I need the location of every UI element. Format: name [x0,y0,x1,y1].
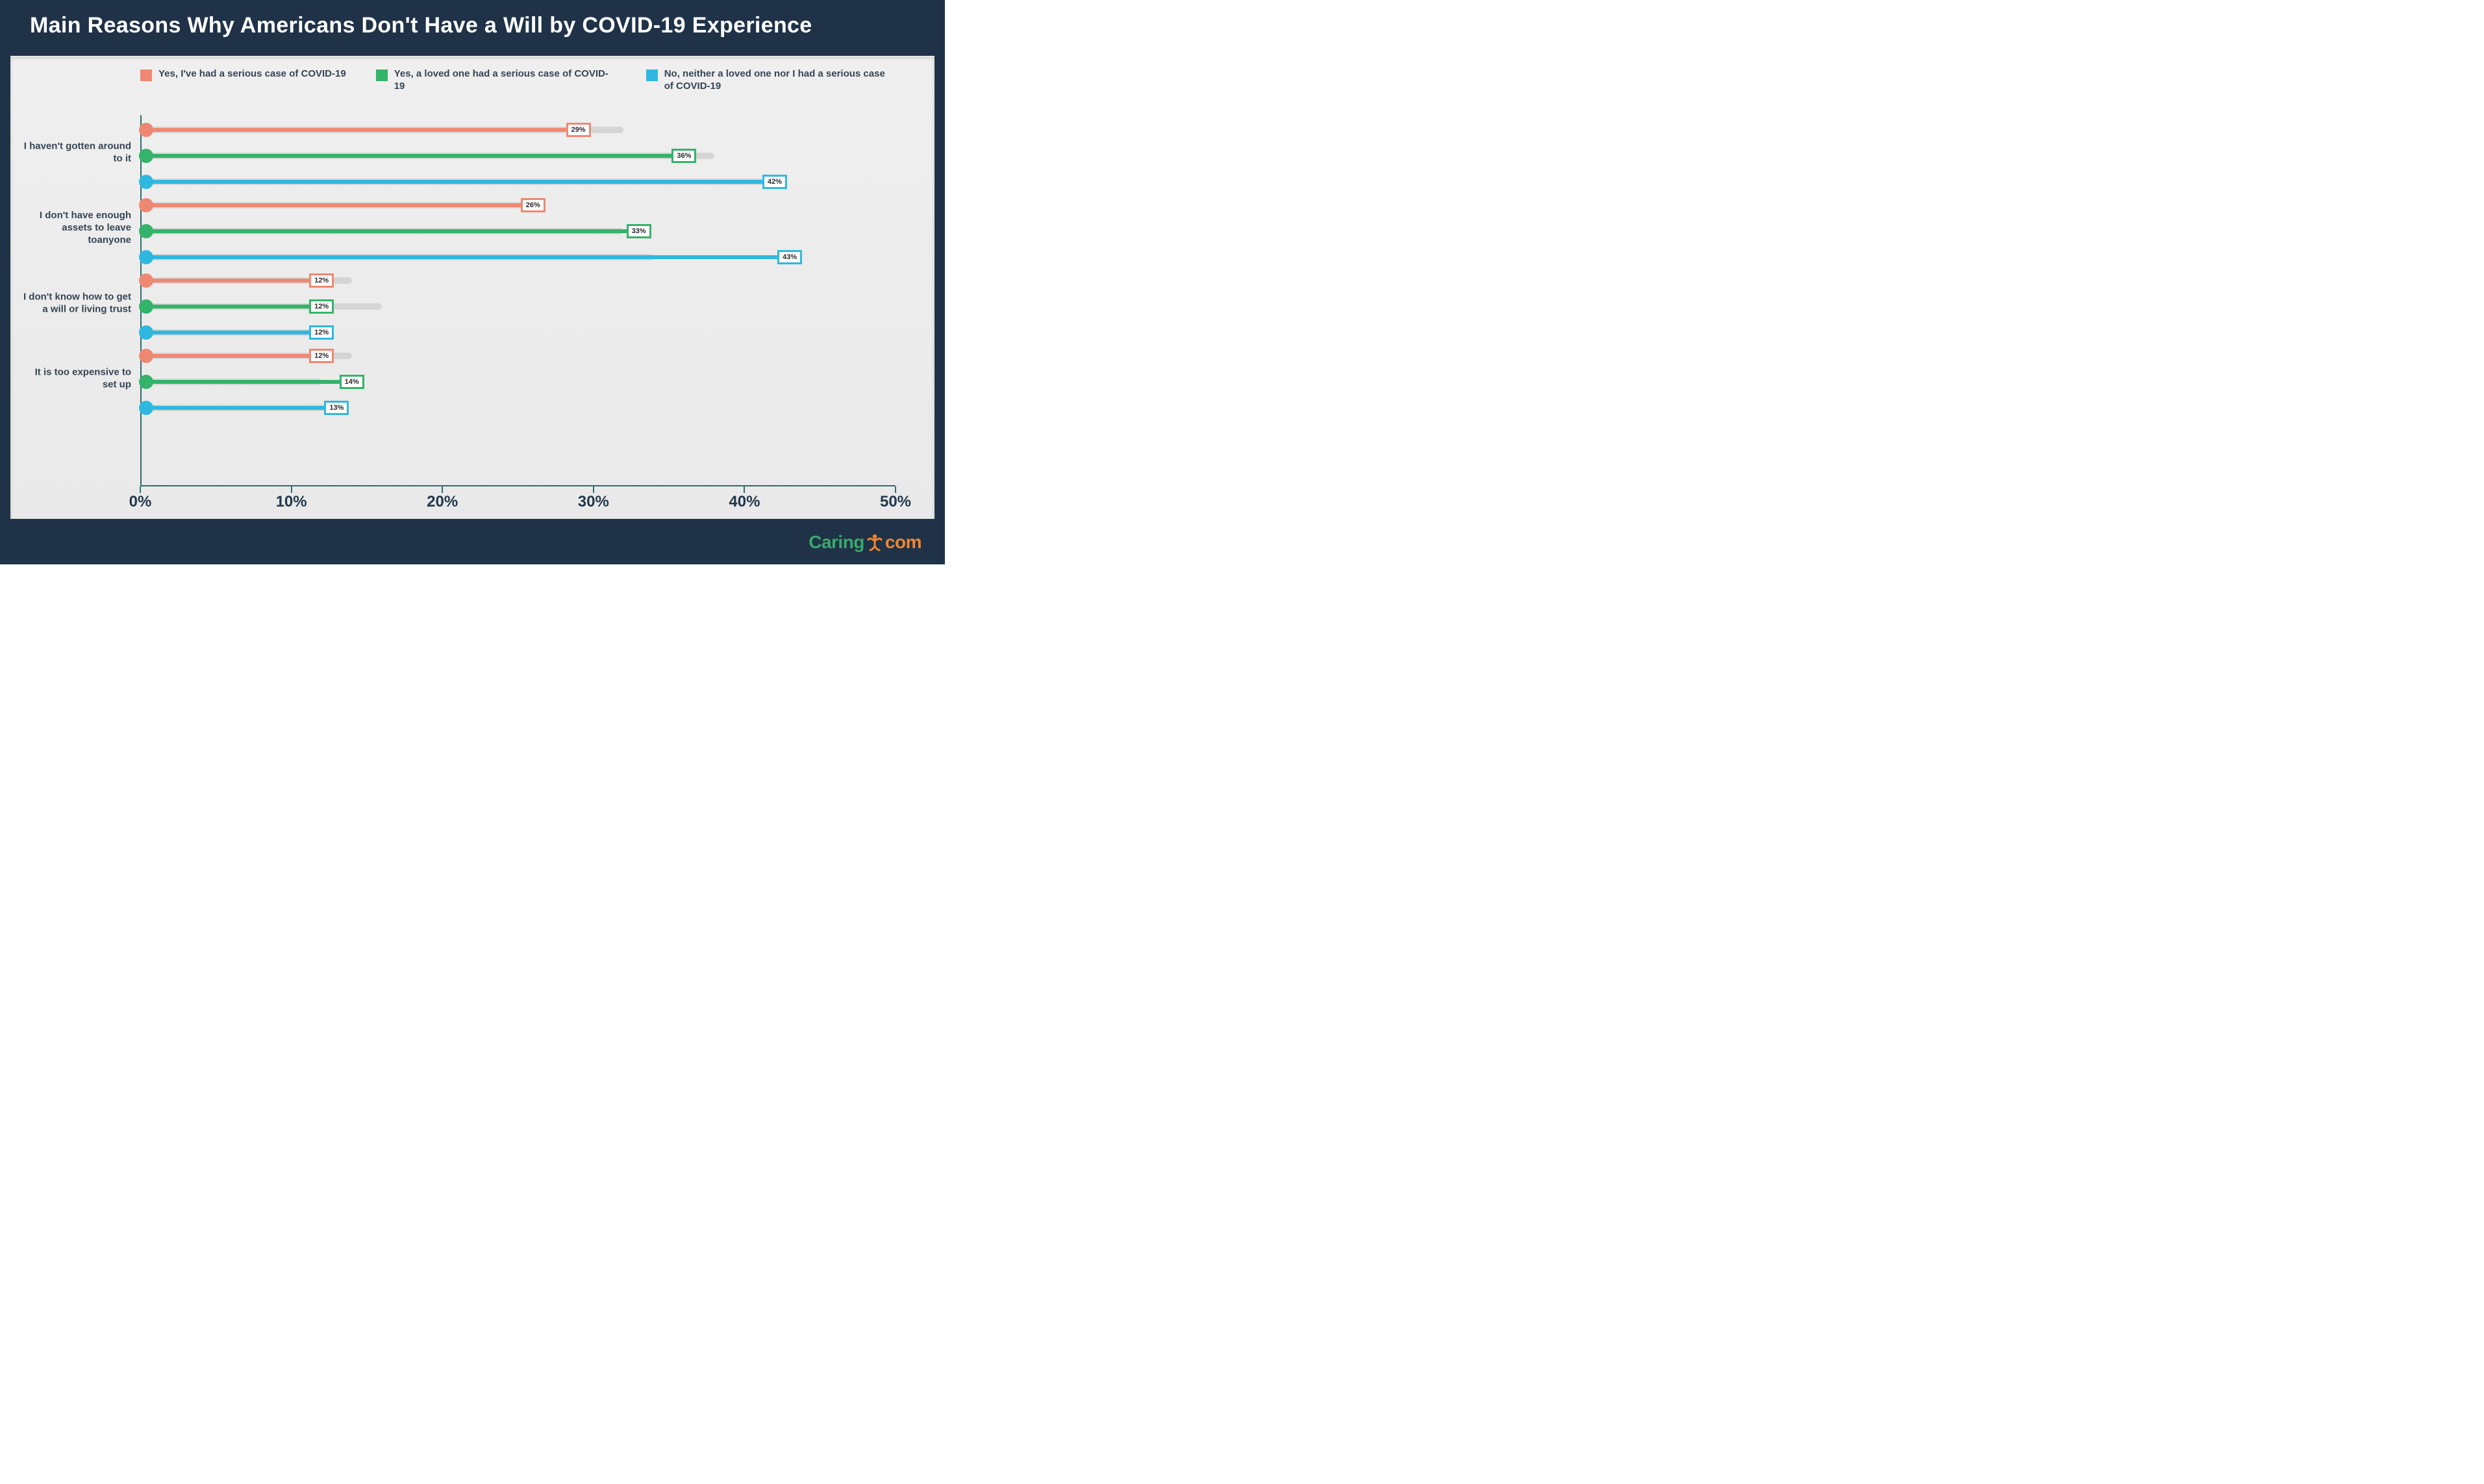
data-row: 12% [140,277,896,284]
legend-swatch [140,69,152,81]
value-badge: 12% [309,273,334,288]
data-row: 12% [140,329,896,336]
value-line [140,255,790,259]
origin-dot [139,375,153,389]
data-row: 33% [140,228,896,234]
legend-item: No, neither a loved one nor I had a seri… [646,68,886,93]
logo-text-com: com [885,532,922,553]
origin-dot [139,224,153,238]
x-tick-label: 40% [729,493,760,511]
data-row: 13% [140,405,896,411]
data-row: 26% [140,202,896,208]
x-tick-mark [593,486,594,493]
value-line [140,229,639,233]
origin-dot [139,149,153,163]
category-label: I don't know how to get a will or living… [21,291,131,316]
value-badge: 26% [521,198,546,212]
x-tick-mark [744,486,745,493]
value-badge: 13% [324,401,349,415]
data-row: 12% [140,353,896,359]
data-row: 14% [140,379,896,385]
person-icon [867,533,883,551]
x-tick-label: 50% [880,493,911,511]
category-label: I haven't gotten around to it [21,140,131,165]
origin-dot [139,198,153,212]
value-badge: 33% [627,224,651,238]
origin-dot [139,299,153,314]
chart-title: Main Reasons Why Americans Don't Have a … [30,13,915,38]
origin-dot [139,123,153,137]
value-line [140,279,321,283]
chart-area: 0%10%20%30%40%50%29%36%42%I haven't gott… [140,115,896,486]
origin-dot [139,250,153,264]
value-line [140,354,321,358]
category-label: I don't have enough assets to leave toan… [21,210,131,246]
brand-logo: Caring com [809,532,922,553]
legend-label: Yes, I've had a serious case of COVID-19 [158,68,346,81]
logo-text-caring: Caring [809,532,864,553]
value-badge: 36% [671,149,696,163]
infographic-root: Main Reasons Why Americans Don't Have a … [0,0,945,564]
data-row: 29% [140,127,896,133]
value-badge: 12% [309,299,334,314]
x-tick-mark [895,486,896,493]
value-badge: 43% [777,250,802,264]
x-tick-label: 10% [276,493,307,511]
x-tick-label: 0% [129,493,152,511]
origin-dot [139,401,153,415]
value-line [140,180,775,184]
category-label: It is too expensive to set up [21,366,131,391]
value-badge: 29% [566,123,591,137]
x-tick-mark [442,486,443,493]
origin-dot [139,349,153,363]
x-tick-label: 30% [578,493,609,511]
value-badge: 12% [309,325,334,340]
origin-dot [139,273,153,288]
legend: Yes, I've had a serious case of COVID-19… [140,68,896,93]
legend-item: Yes, a loved one had a serious case of C… [376,68,616,93]
value-line [140,331,321,334]
data-row: 43% [140,254,896,260]
x-axis-line [140,485,896,486]
legend-label: No, neither a loved one nor I had a seri… [664,68,886,93]
value-line [140,380,352,384]
legend-label: Yes, a loved one had a serious case of C… [394,68,616,93]
value-line [140,305,321,308]
legend-swatch [376,69,388,81]
value-line [140,128,579,132]
x-tick-label: 20% [427,493,458,511]
data-row: 12% [140,303,896,310]
value-badge: 12% [309,349,334,363]
legend-swatch [646,69,658,81]
x-tick-mark [291,486,292,493]
value-line [140,154,684,158]
value-line [140,203,533,207]
header-bar: Main Reasons Why Americans Don't Have a … [0,0,945,50]
value-line [140,406,336,410]
data-row: 42% [140,179,896,185]
value-badge: 14% [340,375,364,389]
origin-dot [139,325,153,340]
data-row: 36% [140,153,896,159]
plot-panel: Yes, I've had a serious case of COVID-19… [10,56,935,519]
origin-dot [139,175,153,189]
value-badge: 42% [762,175,787,189]
legend-item: Yes, I've had a serious case of COVID-19 [140,68,346,93]
x-tick-mark [140,486,141,493]
